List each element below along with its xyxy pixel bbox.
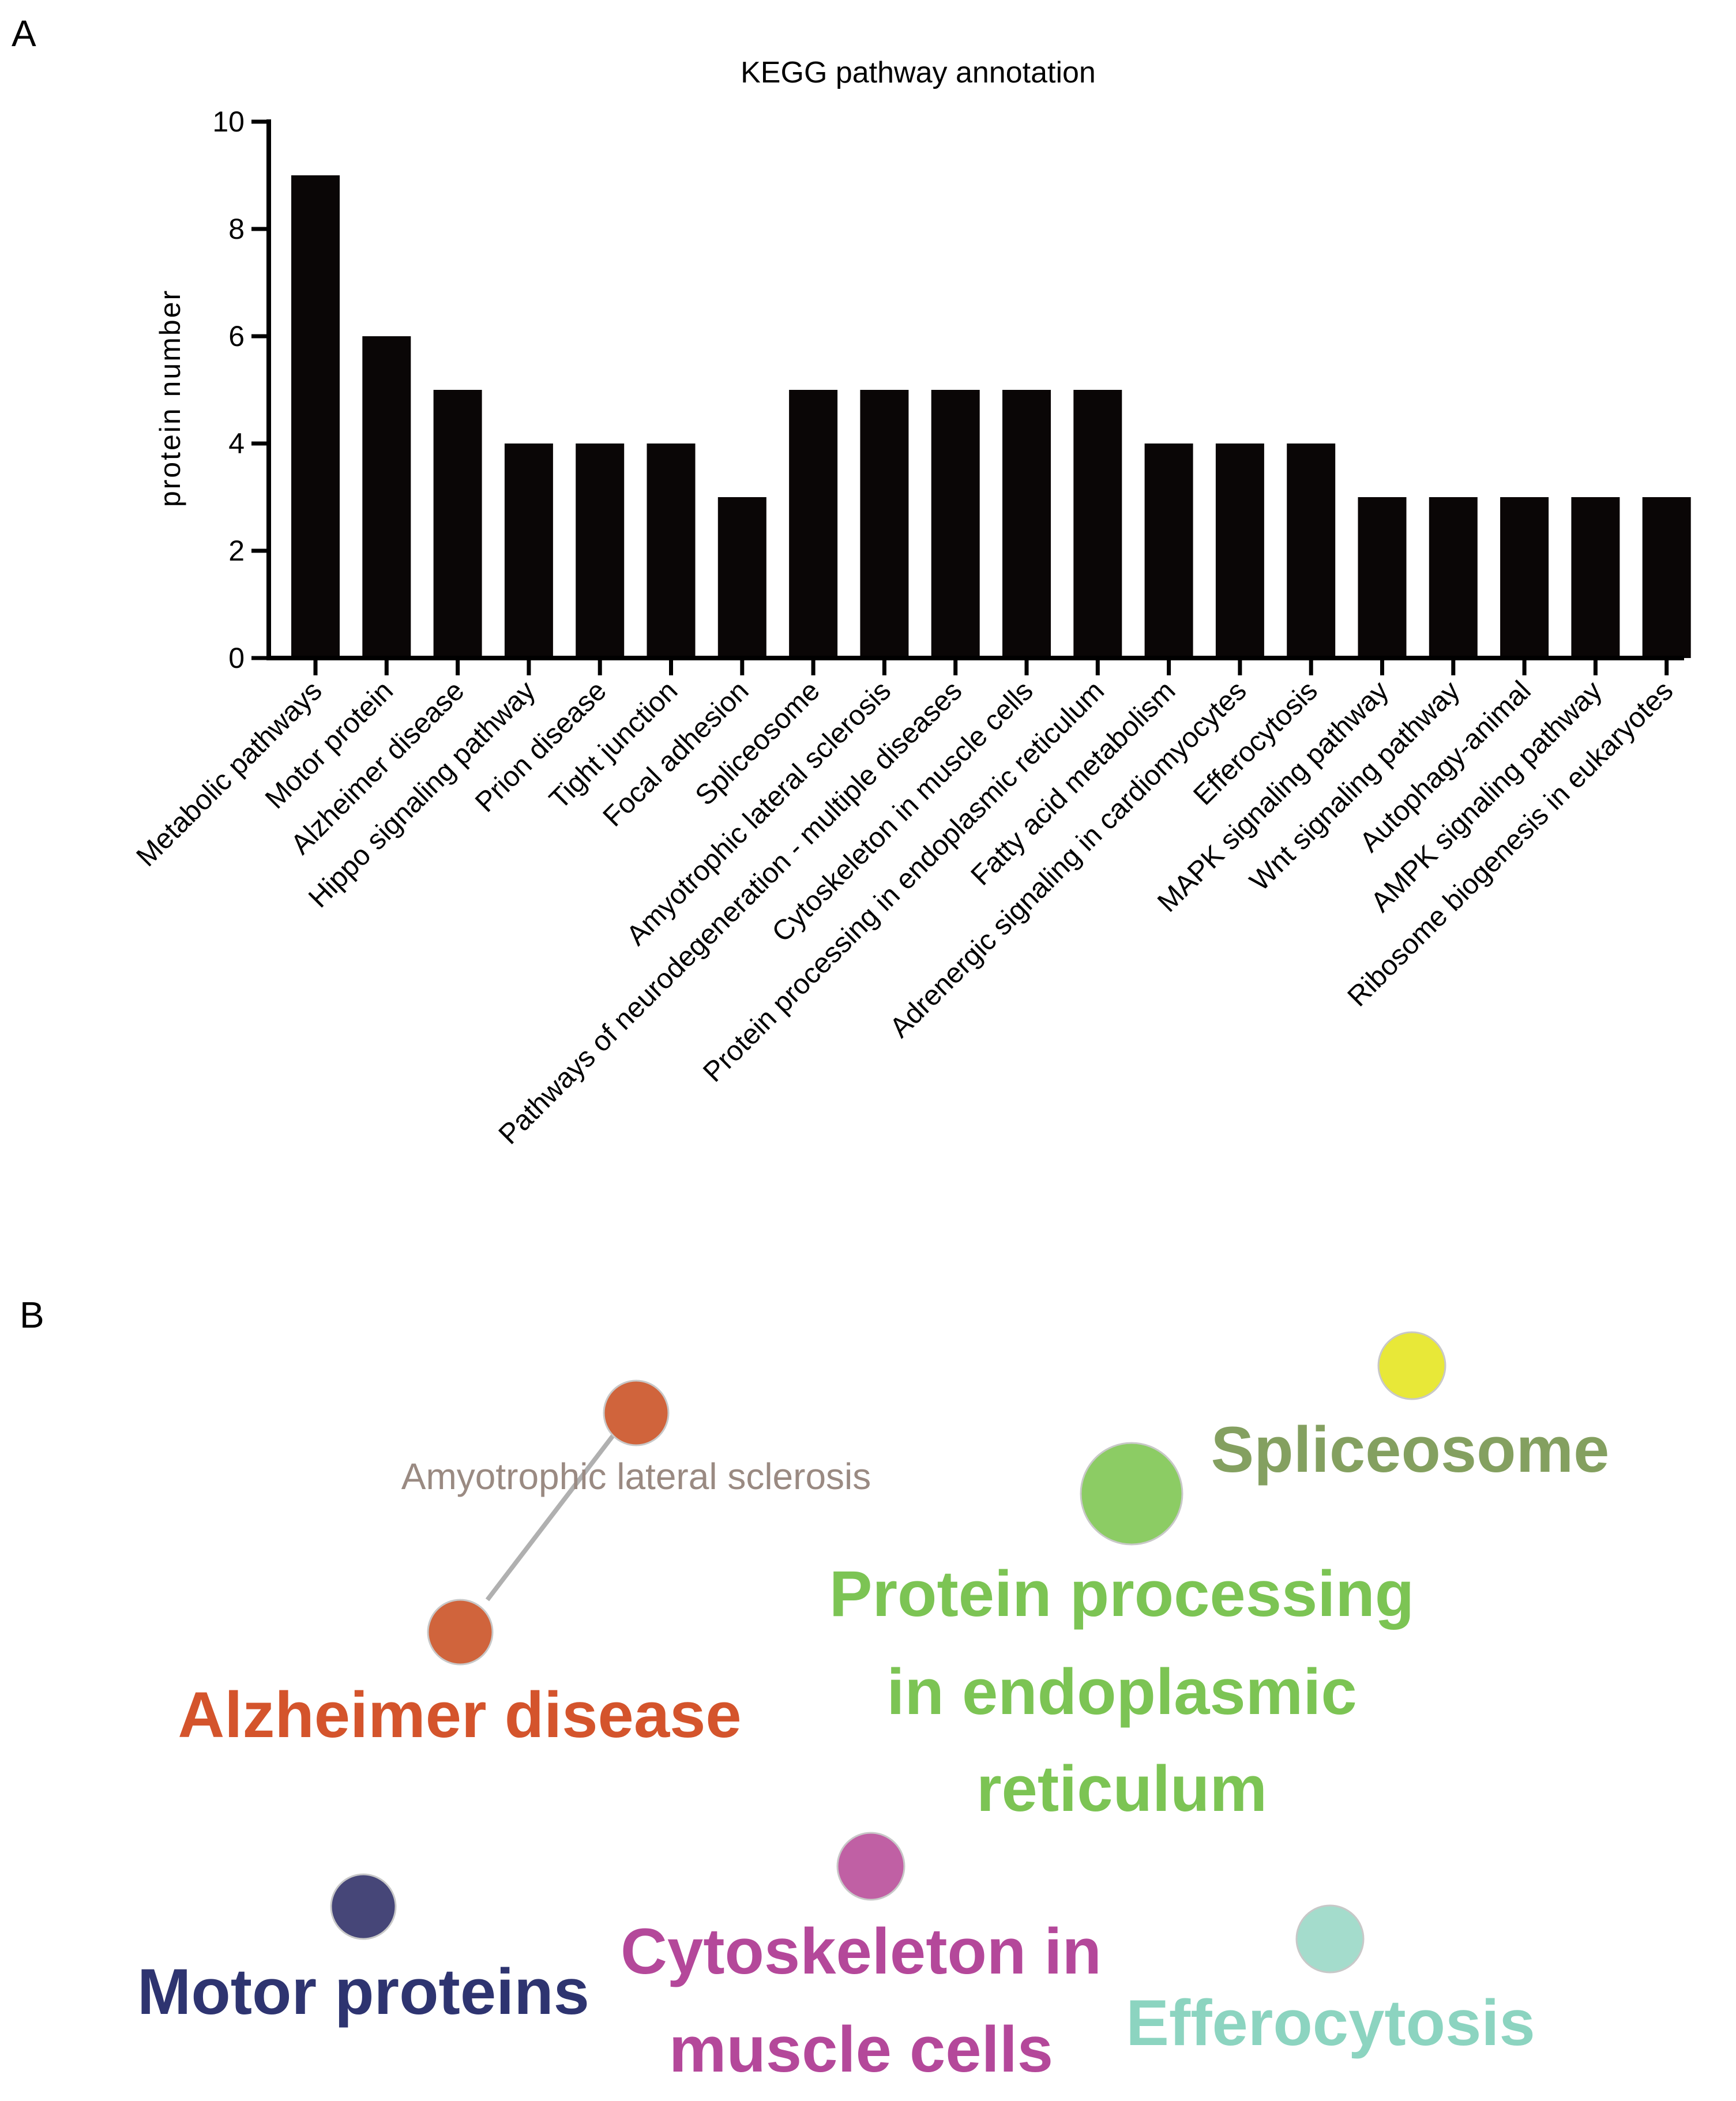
bar [647, 443, 696, 658]
bar [1358, 497, 1407, 658]
bars [291, 175, 1691, 658]
bar [576, 443, 625, 658]
label-cytoskeleton-line-2: muscle cells [669, 2013, 1053, 2085]
node-efferocytosis [1295, 1904, 1365, 1974]
node-alzheimer [427, 1599, 494, 1666]
x-tick-label: Ribosome biogenesis in eukaryotes [1342, 675, 1679, 1013]
bar [1287, 443, 1336, 658]
bar [1571, 497, 1620, 658]
node-protein-processing [1080, 1442, 1183, 1546]
bar-chart: KEGG pathway annotation protein number 0… [130, 56, 1691, 1151]
bar [1144, 443, 1193, 658]
bar [789, 390, 838, 658]
label-cytoskeleton-line-1: Cytoskeleton in [621, 1915, 1102, 1987]
panel-label-a: A [12, 13, 36, 54]
label-protein-processing-line-2: in endoplasmic [886, 1656, 1357, 1728]
y-axis-ticks: 0 2 4 6 8 10 [212, 106, 269, 674]
y-tick-label: 2 [228, 535, 245, 567]
bar [291, 175, 340, 658]
bar [1500, 497, 1549, 658]
node-cytoskeleton [836, 1832, 905, 1901]
chart-title: KEGG pathway annotation [741, 56, 1096, 89]
x-tick-label: Spliceosome [689, 675, 826, 812]
label-alzheimer: Alzheimer disease [178, 1679, 741, 1751]
label-als: Amyotrophic lateral sclerosis [401, 1456, 871, 1497]
y-tick-label: 10 [212, 106, 245, 138]
label-protein-processing-line-3: reticulum [976, 1753, 1267, 1825]
label-efferocytosis: Efferocytosis [1126, 1987, 1535, 2059]
bar [433, 390, 482, 658]
y-tick-label: 8 [228, 213, 245, 245]
node-als [603, 1380, 670, 1446]
y-axis-label: protein number [154, 289, 186, 507]
label-motor-proteins: Motor proteins [137, 1956, 589, 2028]
bar [931, 390, 980, 658]
y-tick-label: 4 [228, 427, 245, 460]
bar [860, 390, 909, 658]
label-spliceosome: Spliceosome [1211, 1414, 1610, 1486]
x-tick-label: Pathways of neurodegeneration - multiple… [493, 675, 968, 1151]
x-axis-ticks [313, 658, 1669, 675]
bar [1073, 390, 1122, 658]
network-edge-als-alzheimer [485, 1429, 619, 1602]
x-tick-label: Efferocytosis [1188, 675, 1324, 811]
panel-label-b: B [20, 1294, 44, 1336]
bar [1215, 443, 1264, 658]
bar [717, 497, 766, 658]
bar [1002, 390, 1051, 658]
bar [1429, 497, 1478, 658]
y-tick-label: 6 [228, 320, 245, 352]
y-tick-label: 0 [228, 642, 245, 674]
label-protein-processing-line-1: Protein processing [829, 1558, 1414, 1630]
bar [504, 443, 553, 658]
node-motor-proteins [330, 1873, 397, 1940]
bar [362, 336, 411, 658]
bar [1642, 497, 1691, 658]
node-spliceosome [1377, 1331, 1446, 1400]
pathway-network: Amyotrophic lateral sclerosis Alzheimer … [137, 1331, 1610, 2085]
